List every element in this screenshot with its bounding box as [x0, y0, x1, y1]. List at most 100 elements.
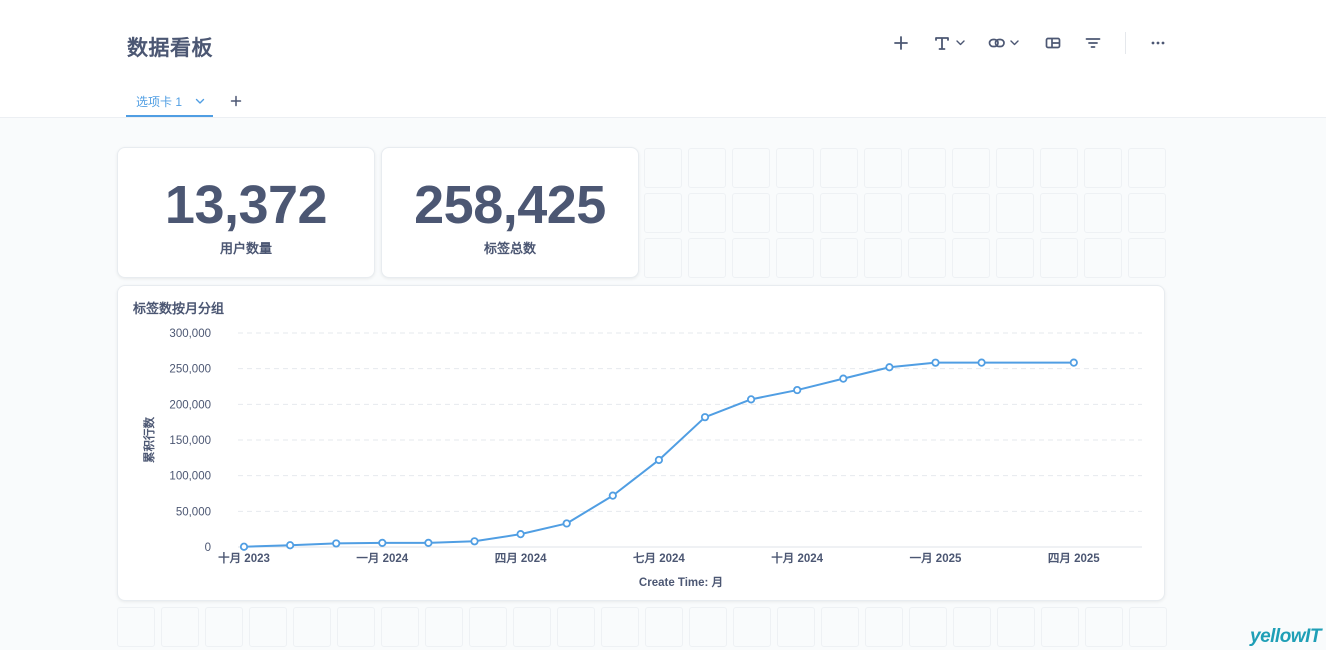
y-tick-label: 100,000 [169, 471, 211, 483]
grid-placeholder-cell [688, 148, 726, 188]
add-icon [894, 36, 908, 50]
grid-placeholder-cell [996, 193, 1034, 233]
grid-placeholder-cell [117, 607, 155, 647]
x-axis-title: Create Time: 月 [639, 576, 723, 589]
grid-placeholder-cell [1128, 148, 1166, 188]
grid-placeholder-cell [1128, 193, 1166, 233]
grid-placeholder-cell [644, 148, 682, 188]
grid-placeholder-cell [249, 607, 287, 647]
chart-title: 标签数按月分组 [133, 301, 225, 316]
grid-placeholder-cell [601, 607, 639, 647]
grid-placeholder-cell [1084, 193, 1122, 233]
user-count-label: 用户数量 [219, 241, 272, 256]
grid-placeholder-cell [821, 607, 859, 647]
grid-placeholder-cell [952, 148, 990, 188]
tag-total-card[interactable]: 258,425 标签总数 [381, 147, 639, 278]
grid-placeholder-cell [908, 193, 946, 233]
y-tick-label: 200,000 [169, 399, 211, 411]
grid-placeholder-cell [688, 238, 726, 278]
tag-total-label: 标签总数 [483, 241, 536, 256]
grid-placeholder-cell [908, 148, 946, 188]
tab-label: 选项卡 1 [136, 95, 183, 109]
x-tick-label: 一月 2024 [356, 552, 408, 565]
grid-placeholder-cell [909, 607, 947, 647]
grid-placeholder-cell [557, 607, 595, 647]
data-point [424, 538, 433, 547]
data-point [931, 358, 940, 367]
data-point [239, 542, 249, 551]
filter-icon [1085, 38, 1101, 48]
dashboard-title[interactable]: 数据看板 [127, 37, 213, 60]
dashboard-header: 数据看板 选项卡 1 [0, 0, 1326, 118]
grid-placeholder-cell [996, 148, 1034, 188]
tag-total-value: 258,425 [414, 175, 606, 235]
x-tick-label: 四月 2024 [495, 552, 547, 565]
section-icon [1045, 37, 1061, 49]
grid-placeholder-cell [381, 607, 419, 647]
grid-placeholder-cell [1084, 238, 1122, 278]
grid-placeholder-cell [732, 193, 770, 233]
line-chart: 300,000 250,000 200,000 150,000 100,000 50,00… [142, 328, 1142, 589]
grid-placeholder-cell [864, 238, 902, 278]
user-count-card[interactable]: 13,372 用户数量 [117, 147, 375, 278]
grid-placeholder-cell [161, 607, 199, 647]
add-link-button[interactable] [988, 30, 1022, 56]
grid-placeholder-cell [908, 238, 946, 278]
grid-placeholder-cell [513, 607, 551, 647]
grid-placeholder-cell [425, 607, 463, 647]
grid-placeholder-cell [865, 607, 903, 647]
data-point [332, 539, 341, 548]
y-tick-label: 300,000 [169, 328, 211, 340]
grid-placeholder-cell [732, 148, 770, 188]
grid-placeholder-cell [732, 238, 770, 278]
grid-placeholder-cell [952, 193, 990, 233]
grid-placeholder-cell [1040, 193, 1078, 233]
toolbar-divider [1125, 32, 1126, 54]
grid-placeholder-cell [1084, 148, 1122, 188]
x-tick-label: 七月 2024 [633, 551, 685, 565]
grid-placeholder-cell [952, 238, 990, 278]
data-point [654, 455, 664, 465]
add-tab-icon[interactable] [227, 92, 245, 110]
grid-placeholder-cell [1040, 238, 1078, 278]
add-card-button[interactable] [892, 30, 910, 56]
add-text-button[interactable] [933, 30, 967, 56]
grid-placeholder-cell [1041, 607, 1079, 647]
grid-placeholder-cell [644, 193, 682, 233]
grid-placeholder-cell [1040, 148, 1078, 188]
data-point [977, 358, 986, 367]
chevron-down-icon[interactable] [194, 95, 206, 107]
grid-placeholder-cell [733, 607, 771, 647]
grid-placeholder-cell [953, 607, 991, 647]
data-point [793, 385, 802, 395]
grid-placeholder-cell [337, 607, 375, 647]
y-tick-label: 50,000 [176, 506, 211, 518]
link-icon [988, 38, 1019, 48]
tab-1[interactable]: 选项卡 1 [126, 88, 213, 117]
watermark: yellowIT [1250, 626, 1321, 647]
data-point [608, 491, 617, 500]
data-point [286, 541, 295, 550]
grid-placeholder-cell [644, 238, 682, 278]
grid-placeholder-cell [820, 148, 858, 188]
grid-placeholder-cell [1128, 238, 1166, 278]
monthly-tags-chart-card[interactable]: 标签数按月分组 300,000 250,000 200,000 150,000 100,… [117, 285, 1165, 601]
add-filter-button[interactable] [1084, 30, 1102, 56]
grid-placeholder-cell [776, 148, 814, 188]
grid-placeholder-cell [688, 193, 726, 233]
data-point [1069, 358, 1078, 367]
grid-placeholder-cell [864, 193, 902, 233]
y-tick-label: 150,000 [169, 435, 211, 447]
data-point [700, 413, 710, 422]
grid-placeholder-cell [293, 607, 331, 647]
grid-placeholder-cell [996, 238, 1034, 278]
y-axis-title: 累积行数 [142, 417, 156, 463]
add-section-button[interactable] [1044, 30, 1062, 56]
grid-placeholder-cell [645, 607, 683, 647]
x-tick-label: 十月 2023 [218, 551, 270, 565]
grid-placeholder-cell [820, 238, 858, 278]
more-options-button[interactable] [1149, 30, 1167, 56]
y-tick-label: 0 [205, 542, 211, 554]
more-icon [1151, 41, 1165, 45]
grid-placeholder-cell [205, 607, 243, 647]
